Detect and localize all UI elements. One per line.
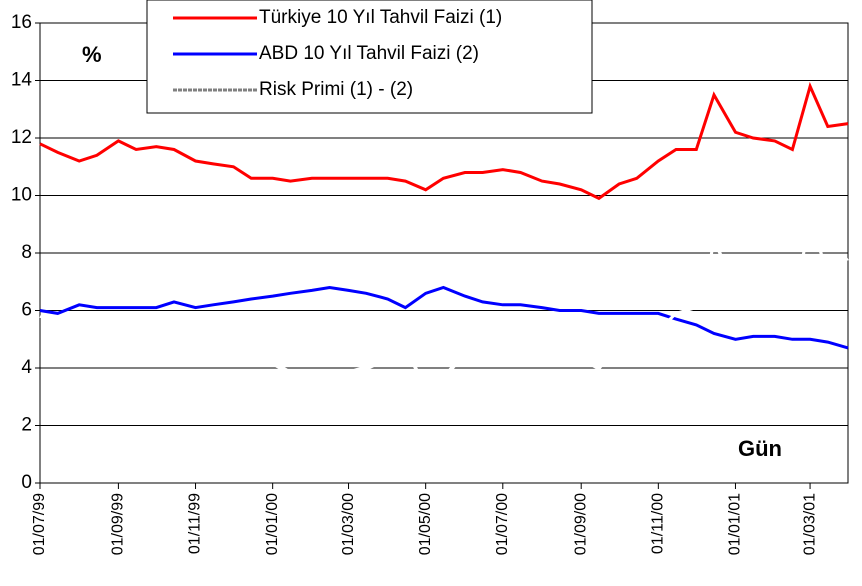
x-tick-label: 01/11/00 (650, 493, 667, 554)
series-line (39, 81, 849, 201)
x-label: Gün (738, 436, 782, 461)
series-line (39, 285, 849, 350)
y-tick-label: 10 (11, 185, 32, 206)
x-tick-label: 01/07/00 (494, 493, 511, 555)
series-line (39, 225, 849, 382)
y-tick-label: 12 (11, 127, 32, 148)
x-tick-label: 01/01/00 (264, 493, 281, 555)
x-tick-label: 01/07/99 (31, 493, 48, 555)
y-tick-label: 14 (11, 70, 33, 91)
x-tick-label: 01/09/99 (110, 493, 127, 555)
x-tick-label: 01/03/00 (340, 493, 357, 555)
y-tick-label: 4 (21, 357, 32, 378)
y-unit: % (82, 42, 102, 67)
x-tick-label: 01/05/00 (417, 493, 434, 555)
y-tick-label: 6 (21, 300, 32, 321)
legend-label: Risk Primi (1) - (2) (259, 79, 413, 100)
x-tick-label: 01/09/00 (572, 493, 589, 555)
y-tick-label: 2 (21, 415, 32, 436)
x-tick-label: 01/11/99 (187, 493, 204, 554)
y-tick-label: 0 (21, 472, 32, 493)
y-tick-label: 8 (21, 242, 32, 263)
plot: 0 2 4 6 8 10 12 14 16 01/07/99 01/09/99 01/11/99 01/… (11, 0, 849, 555)
legend-label: Türkiye 10 Yıl Tahvil Faizi (1) (259, 7, 502, 28)
legend-label: ABD 10 Yıl Tahvil Faizi (2) (259, 43, 479, 64)
x-tick-label: 01/01/01 (727, 493, 744, 555)
y-tick-label: 16 (11, 12, 32, 33)
x-tick-label: 01/03/01 (801, 493, 818, 555)
